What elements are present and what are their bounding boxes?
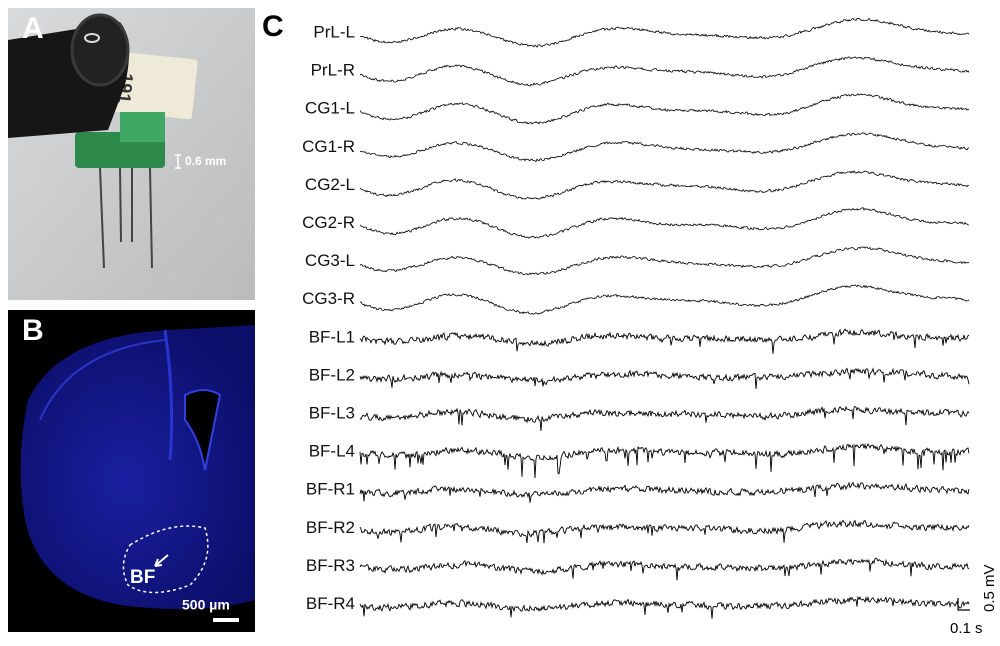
voltage-scale-label: 0.5 mV xyxy=(981,564,998,612)
panel-label: C xyxy=(262,10,284,43)
channel-label: BF-L3 xyxy=(309,403,355,422)
channel-label: CG2-L xyxy=(305,175,355,194)
trace xyxy=(359,284,970,315)
trace xyxy=(359,595,970,619)
channel-label: PrL-R xyxy=(311,61,355,80)
trace xyxy=(359,519,970,544)
channel-label: BF-R1 xyxy=(306,480,355,499)
trace xyxy=(359,328,970,354)
image-b: BF 500 µm B xyxy=(8,310,255,632)
trace xyxy=(359,246,970,276)
trace xyxy=(359,557,970,581)
channel-label: CG3-L xyxy=(305,251,355,270)
trace xyxy=(359,132,970,163)
scale-bar xyxy=(957,598,970,611)
channel-label: CG1-L xyxy=(305,99,355,118)
trace xyxy=(359,442,970,479)
panel-label: B xyxy=(22,314,44,347)
trace xyxy=(359,56,970,87)
trace xyxy=(359,93,970,125)
region-label: BF xyxy=(130,567,155,588)
channel-label: BF-L1 xyxy=(309,327,355,346)
channel-label: BF-R2 xyxy=(306,518,355,537)
channel-label: CG2-R xyxy=(302,213,355,232)
channel-label: BF-L2 xyxy=(309,365,355,384)
channel-label: BF-R3 xyxy=(306,556,355,575)
channel-label: PrL-L xyxy=(313,22,355,41)
trace xyxy=(359,17,970,48)
time-scale-label: 0.1 s xyxy=(950,620,983,637)
channel-label: CG1-R xyxy=(302,137,355,156)
trace xyxy=(359,405,970,431)
channel-label: BF-R4 xyxy=(306,594,355,613)
trace xyxy=(359,367,970,389)
trace xyxy=(359,207,970,239)
channel-label: CG3-R xyxy=(302,289,355,308)
traces: PrL-L PrL-R CG1-L CG1-R CG2-L CG2-R CG3-L CG3-R… xyxy=(302,17,970,619)
panel-label: A xyxy=(22,12,44,45)
photo-a: 191 0.6 mm A xyxy=(8,8,255,300)
scale-bar-label: 500 µm xyxy=(182,597,230,613)
channel-label: BF-L4 xyxy=(309,442,355,461)
trace xyxy=(359,170,970,200)
dimension-label: 0.6 mm xyxy=(185,154,226,168)
trace xyxy=(359,481,970,503)
